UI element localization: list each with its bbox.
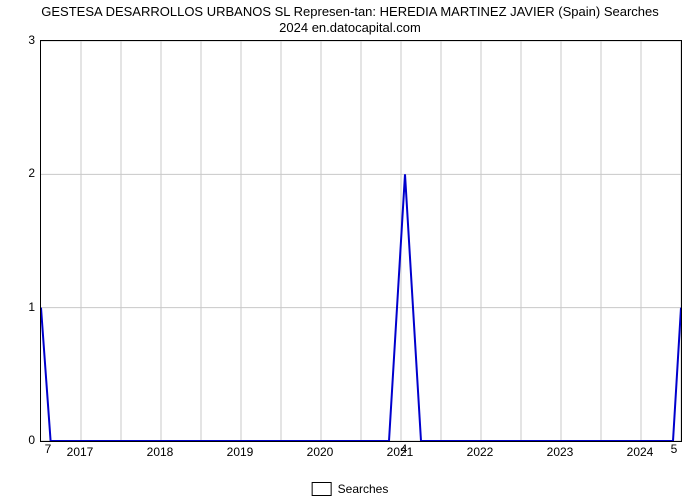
y-tick-label: 0	[28, 433, 35, 447]
legend-label: Searches	[338, 482, 389, 496]
gridlines	[41, 41, 681, 441]
chart-svg	[41, 41, 681, 441]
chart-title: GESTESA DESARROLLOS URBANOS SL Represen-…	[0, 4, 700, 35]
y-tick-label: 3	[28, 33, 35, 47]
x-tick-label: 2023	[547, 445, 574, 459]
y-tick-label: 1	[28, 300, 35, 314]
annotation-label: 5	[671, 442, 678, 456]
title-line-1: GESTESA DESARROLLOS URBANOS SL Represen-…	[41, 4, 658, 19]
x-tick-label: 2022	[467, 445, 494, 459]
x-tick-label: 2020	[307, 445, 334, 459]
x-tick-label: 2024	[627, 445, 654, 459]
y-tick-label: 2	[28, 166, 35, 180]
plot-area	[40, 40, 682, 442]
x-tick-label: 2017	[67, 445, 94, 459]
chart-container: GESTESA DESARROLLOS URBANOS SL Represen-…	[0, 0, 700, 500]
annotation-label: 7	[45, 442, 52, 456]
x-tick-label: 2019	[227, 445, 254, 459]
x-tick-label: 2018	[147, 445, 174, 459]
legend: Searches	[312, 482, 389, 496]
legend-swatch	[312, 482, 332, 496]
annotation-label: 4	[401, 442, 408, 456]
title-line-2: 2024 en.datocapital.com	[279, 20, 421, 35]
